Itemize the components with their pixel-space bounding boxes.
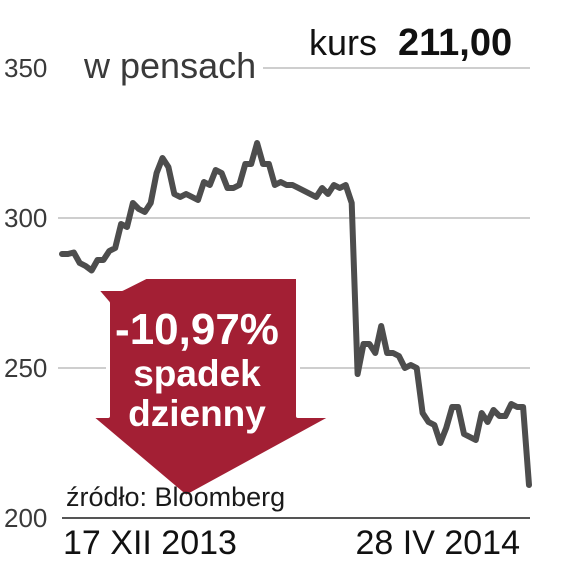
y-tick-label: 200 [4,503,47,533]
y-tick-label: 300 [4,203,47,233]
badge-line1: spadek [133,353,261,394]
kurs-value: 211,00 [398,22,512,64]
kurs-background [268,22,536,67]
y-tick-label: 350 [4,53,47,83]
badge-line2: dzienny [128,393,266,434]
y-axis-ticks: 350 300 250 200 [4,53,47,533]
change-badge: -10,97% spadek dzienny [88,275,336,499]
y-tick-label: 250 [4,353,47,383]
x-end-label: 28 IV 2014 [356,524,520,562]
kurs-label: kurs [309,22,377,63]
unit-label-background [58,52,263,86]
price-line [59,140,532,488]
source-label: źródło: Bloomberg [66,482,285,512]
x-start-label: 17 XII 2013 [63,524,237,562]
price-line-series [59,140,532,488]
down-arrow-icon [88,275,336,499]
badge-change: -10,97% [115,305,279,354]
unit-label: w pensach [83,45,256,86]
